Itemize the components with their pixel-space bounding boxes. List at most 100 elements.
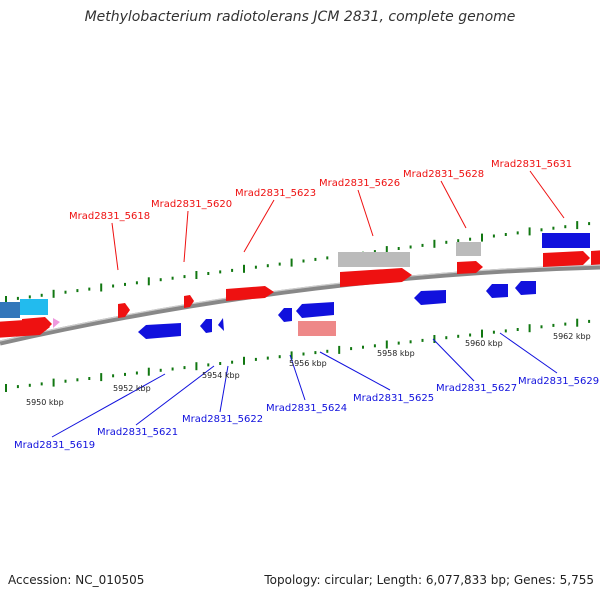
scale-tick (135, 371, 138, 375)
scale-tick (326, 256, 329, 260)
scale-tick (516, 328, 519, 331)
scale-tick (504, 233, 507, 236)
gene-block-forward[interactable] (542, 233, 590, 248)
scale-tick (564, 225, 567, 229)
scale-tick (469, 333, 472, 337)
scale-tick (124, 372, 126, 376)
gene-arrow-forward[interactable] (457, 261, 483, 274)
scale-tick (195, 271, 198, 279)
gene-arrow-reverse[interactable] (296, 302, 334, 318)
scale-tick (350, 347, 353, 351)
gene-arrow-reverse[interactable] (218, 318, 224, 331)
scale-tick (528, 227, 531, 236)
gene-arrow-forward[interactable] (340, 268, 412, 287)
scale-tick (171, 276, 174, 280)
scale-tick (552, 226, 555, 230)
gene-arrow-forward[interactable] (543, 251, 590, 267)
scale-tick (159, 278, 162, 282)
scale-labels: 5950 kbp 5952 kbp 5954 kbp 5956 kbp 5958… (26, 332, 591, 407)
scale-tick (314, 351, 317, 355)
gene-arrow-reverse[interactable] (200, 319, 212, 333)
genome-backbone (0, 264, 600, 346)
gene-arrow-reverse[interactable] (278, 308, 292, 322)
gene-label[interactable]: Mrad2831_5631 (491, 159, 572, 170)
scale-label: 5958 kbp (377, 349, 415, 358)
gene-label[interactable]: Mrad2831_5620 (151, 199, 232, 210)
scale-tick (421, 338, 424, 342)
gene-label[interactable]: Mrad2831_5625 (353, 393, 434, 404)
gene-arrow-reverse[interactable] (138, 323, 181, 339)
scale-tick (100, 373, 103, 382)
gene-label[interactable]: Mrad2831_5619 (14, 440, 95, 451)
gene-label[interactable]: Mrad2831_5621 (97, 427, 178, 438)
scale-tick (373, 250, 376, 254)
scale-tick (266, 356, 269, 360)
scale-tick (421, 243, 424, 247)
gene-arrow-forward[interactable] (118, 303, 130, 318)
scale-tick (135, 281, 138, 285)
gene-arrow-reverse[interactable] (53, 318, 60, 328)
gene-arrow-reverse[interactable] (486, 284, 508, 298)
gene-label[interactable]: Mrad2831_5618 (69, 211, 150, 222)
scale-tick (445, 240, 448, 244)
scale-tick (76, 289, 79, 293)
accession-text: Accession: NC_010505 (8, 573, 145, 587)
gene-block-forward[interactable] (20, 299, 48, 315)
gene-arrow-reverse[interactable] (414, 290, 446, 305)
scale-tick (588, 319, 591, 323)
scale-tick (266, 264, 269, 268)
scale-tick (64, 379, 67, 383)
gene-arrow-forward[interactable] (226, 286, 274, 301)
scale-tick (326, 349, 329, 353)
scale-tick (183, 366, 186, 370)
scale-tick (100, 283, 103, 292)
forward-connectors (111, 170, 565, 271)
scale-tick (76, 378, 79, 382)
gene-arrow-forward[interactable] (184, 295, 194, 308)
scale-tick (147, 367, 150, 376)
scale-tick (124, 282, 126, 286)
scale-tick (528, 324, 531, 333)
scale-tick (492, 330, 495, 334)
gene-arrow-forward[interactable] (591, 250, 600, 265)
scale-tick (385, 340, 388, 349)
scale-tick (183, 275, 186, 279)
scale-tick (40, 293, 43, 297)
scale-tick (88, 377, 91, 380)
gene-label[interactable]: Mrad2831_5624 (266, 403, 347, 414)
gene-label[interactable]: Mrad2831_5626 (319, 178, 400, 189)
forward-genes (0, 233, 600, 338)
topology-text: Topology: circular; Length: 6,077,833 bp… (264, 573, 594, 587)
gene-arrow-reverse[interactable] (515, 281, 536, 295)
scale-tick (52, 378, 55, 387)
scale-tick (219, 362, 222, 365)
scale-tick (254, 265, 257, 269)
scale-tick (362, 345, 364, 349)
scale-tick (159, 368, 162, 372)
scale-tick (52, 289, 55, 298)
scale-tick (504, 329, 507, 333)
scale-tick (302, 259, 305, 263)
gene-label[interactable]: Mrad2831_5623 (235, 188, 316, 199)
scale-tick (516, 231, 519, 235)
scale-tick (385, 246, 388, 255)
gene-label[interactable]: Mrad2831_5627 (436, 383, 517, 394)
gene-label[interactable]: Mrad2831_5628 (403, 169, 484, 180)
scale-tick (112, 374, 115, 378)
gene-arrow-forward[interactable] (22, 317, 52, 333)
gene-block-forward[interactable] (456, 242, 481, 256)
scale-tick (207, 272, 210, 275)
scale-tick (40, 382, 43, 386)
gene-label[interactable]: Mrad2831_5622 (182, 414, 263, 425)
scale-tick (207, 363, 210, 367)
scale-tick (243, 356, 245, 365)
gene-block-forward[interactable] (338, 252, 410, 267)
scale-tick (457, 239, 460, 243)
gene-block-reverse[interactable] (298, 321, 336, 336)
gene-block-forward[interactable] (0, 302, 20, 318)
scale-tick (5, 384, 7, 392)
gene-label[interactable]: Mrad2831_5629 (518, 376, 599, 387)
scale-label: 5962 kbp (553, 332, 591, 341)
scale-tick (171, 367, 174, 371)
scale-tick (254, 357, 257, 361)
